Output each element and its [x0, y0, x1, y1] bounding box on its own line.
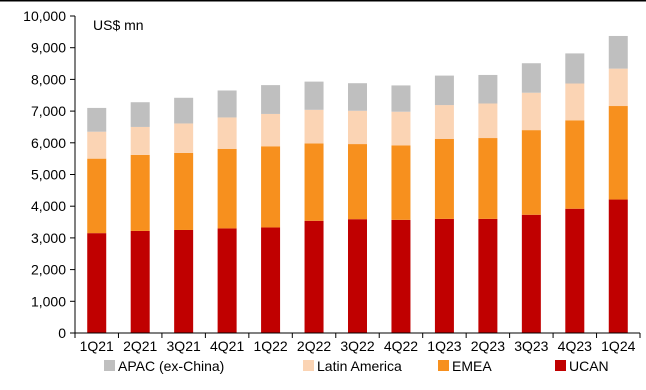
bar-segment-ucan — [391, 219, 411, 333]
bar-segment-latin-america — [434, 105, 454, 139]
bar-segment-apac-ex-china — [217, 90, 237, 118]
bar-segment-ucan — [608, 199, 628, 333]
legend: APAC (ex-China) Latin America EMEA UCAN — [104, 358, 609, 374]
x-axis: 1Q21 2Q21 3Q21 4Q21 1Q22 2Q22 3Q22 4Q22 1Q23 2Q23… — [74, 332, 641, 354]
bar-segment-latin-america — [130, 126, 150, 155]
x-tick-label: 3Q21 — [167, 338, 201, 354]
bar-segment-latin-america — [391, 111, 411, 146]
legend-label-emea: EMEA — [452, 358, 492, 374]
y-tick-label: 6,000 — [31, 135, 66, 151]
bar-segment-emea — [348, 144, 367, 220]
y-tick-label: 5,000 — [31, 167, 66, 183]
bar-segment-emea — [565, 120, 585, 209]
unit-label: US$ mn — [93, 17, 144, 33]
bar-segment-latin-america — [261, 113, 281, 147]
bar-segment-apac-ex-china — [348, 83, 367, 111]
x-tick-label: 1Q21 — [80, 338, 114, 354]
bar-segment-latin-america — [304, 109, 324, 144]
x-tick-label: 2Q21 — [123, 338, 157, 354]
legend-swatch-apac-ex-china — [104, 360, 115, 371]
bar-segment-latin-america — [217, 117, 237, 149]
bar-segment-ucan — [434, 218, 454, 333]
bar-segment-emea — [130, 154, 150, 231]
bars-group — [87, 35, 628, 333]
bar-segment-latin-america — [174, 123, 194, 153]
bar-segment-ucan — [261, 227, 281, 333]
x-tick-label: 1Q22 — [253, 338, 287, 354]
bar-segment-ucan — [565, 208, 585, 333]
y-tick-label: 2,000 — [31, 262, 66, 278]
legend-swatch-ucan — [555, 360, 566, 371]
bar-segment-latin-america — [478, 103, 498, 139]
legend-label-latin-america: Latin America — [317, 358, 402, 374]
x-tick-label: 4Q22 — [384, 338, 418, 354]
bar-segment-latin-america — [87, 131, 107, 159]
legend-swatch-emea — [438, 360, 449, 371]
bar-segment-latin-america — [565, 83, 585, 121]
bar-segment-apac-ex-china — [565, 53, 585, 84]
bar-segment-emea — [261, 146, 281, 228]
legend-label-ucan: UCAN — [569, 358, 609, 374]
bar-segment-emea — [608, 106, 628, 200]
y-tick-label: 0 — [58, 325, 66, 341]
bar-segment-ucan — [521, 214, 541, 333]
bar-segment-apac-ex-china — [521, 63, 541, 93]
bar-segment-apac-ex-china — [478, 74, 498, 104]
bar-segment-apac-ex-china — [261, 85, 281, 114]
bar-segment-latin-america — [521, 92, 541, 131]
y-tick-label: 7,000 — [31, 103, 66, 119]
bar-segment-emea — [391, 145, 411, 220]
x-tick-label: 1Q23 — [427, 338, 461, 354]
y-axis: 0 1,000 2,000 3,000 4,000 5,000 6,000 7,000 8,00… — [23, 8, 76, 341]
x-tick-label: 1Q24 — [601, 338, 635, 354]
legend-label-apac-ex-china: APAC (ex-China) — [118, 358, 224, 374]
y-tick-label: 4,000 — [31, 198, 66, 214]
bar-segment-ucan — [87, 233, 107, 333]
y-tick-label: 8,000 — [31, 71, 66, 87]
y-tick-label: 9,000 — [31, 40, 66, 56]
x-tick-label: 2Q22 — [297, 338, 331, 354]
bar-segment-emea — [217, 148, 237, 229]
x-tick-label: 3Q23 — [514, 338, 548, 354]
bar-segment-apac-ex-china — [130, 102, 150, 127]
y-tick-label: 3,000 — [31, 230, 66, 246]
legend-swatch-latin-america — [303, 360, 314, 371]
x-tick-label: 4Q21 — [210, 338, 244, 354]
bar-segment-apac-ex-china — [174, 97, 194, 124]
bar-segment-ucan — [348, 219, 367, 333]
bar-segment-apac-ex-china — [391, 85, 411, 112]
y-tick-label: 1,000 — [31, 293, 66, 309]
bar-segment-emea — [304, 143, 324, 221]
bar-segment-latin-america — [608, 68, 628, 107]
y-tick-label: 10,000 — [23, 8, 66, 24]
x-tick-label: 2Q23 — [471, 338, 505, 354]
bar-segment-emea — [478, 138, 498, 219]
bar-segment-ucan — [304, 220, 324, 333]
bar-segment-apac-ex-china — [608, 35, 628, 69]
bar-segment-emea — [434, 138, 454, 219]
bar-segment-apac-ex-china — [434, 75, 454, 106]
bar-segment-emea — [521, 130, 541, 215]
bar-segment-apac-ex-china — [304, 81, 324, 110]
bar-segment-latin-america — [348, 110, 367, 145]
bar-segment-ucan — [217, 228, 237, 333]
x-tick-label: 3Q22 — [340, 338, 374, 354]
bar-segment-ucan — [478, 218, 498, 333]
bar-segment-emea — [87, 158, 107, 234]
bar-segment-ucan — [174, 229, 194, 333]
bar-segment-ucan — [130, 230, 150, 333]
bar-segment-apac-ex-china — [87, 107, 107, 132]
x-tick-label: 4Q23 — [558, 338, 592, 354]
bar-segment-emea — [174, 152, 194, 230]
